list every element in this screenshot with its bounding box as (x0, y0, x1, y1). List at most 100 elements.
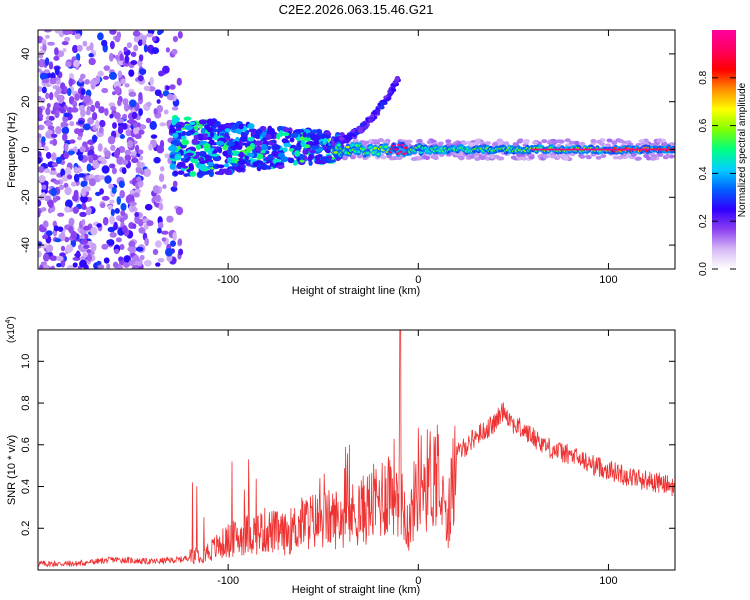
heatmap-cell (43, 168, 51, 174)
heatmap-cell (146, 220, 154, 227)
heatmap-cell (96, 223, 102, 228)
heatmap-cell (80, 108, 86, 118)
heatmap-cell (265, 133, 272, 140)
heatmap-cell (38, 117, 43, 122)
heatmap-cell (210, 153, 220, 157)
heatmap-cell (410, 157, 417, 161)
heatmap-cell (606, 138, 613, 143)
heatmap-cell (104, 175, 112, 184)
heatmap-cell (86, 248, 92, 254)
heatmap-cell (73, 189, 79, 198)
heatmap-cell (123, 46, 128, 53)
heatmap-cell (45, 244, 54, 253)
heatmap-cell (195, 144, 202, 150)
heatmap-cell (498, 156, 505, 161)
heatmap-cell (149, 76, 154, 86)
heatmap-cell (345, 145, 350, 149)
heatmap-cell (77, 136, 82, 141)
heatmap-cell (145, 101, 152, 107)
heatmap-cell (131, 264, 139, 269)
heatmap-cell (384, 145, 388, 149)
heatmap-cell (181, 138, 190, 146)
heatmap-cell (95, 119, 100, 129)
heatmap-cell (42, 78, 50, 84)
heatmap-cell (75, 250, 81, 259)
colorbar-tick-label: 0.4 (698, 166, 709, 180)
heatmap-cell (312, 142, 318, 146)
heatmap-cell (53, 179, 61, 185)
heatmap-cell (323, 137, 328, 143)
heatmap-cell (73, 128, 81, 135)
y-tick-label: -40 (20, 237, 32, 253)
heatmap-cell (267, 125, 273, 133)
heatmap-cell (126, 42, 133, 49)
heatmap-cell (77, 173, 86, 178)
heatmap-cell (165, 47, 171, 53)
heatmap-cell (361, 148, 366, 151)
heatmap-cell (469, 142, 476, 147)
multiplier-exponent: 4 (5, 320, 12, 324)
y-tick-label: 0.6 (20, 437, 32, 452)
heatmap-cell (95, 191, 101, 197)
heatmap-cell (162, 184, 167, 189)
heatmap-cell (55, 156, 62, 165)
heatmap-cell (424, 156, 431, 160)
heatmap-cell (200, 127, 206, 135)
heatmap-cell (178, 248, 184, 256)
heatmap-cell (216, 164, 225, 169)
heatmap-cell (81, 219, 86, 226)
heatmap-cell (99, 119, 106, 128)
heatmap-cell (53, 225, 60, 232)
heatmap-cell (89, 42, 94, 51)
heatmap-cell (50, 109, 56, 115)
heatmap-cell (376, 152, 381, 156)
heatmap-cell (49, 266, 56, 269)
heatmap-cell (612, 155, 619, 160)
heatmap-cell (166, 215, 174, 223)
heatmap-cell (70, 107, 79, 113)
heatmap-cell (183, 116, 192, 121)
heatmap-cell (546, 140, 553, 145)
heatmap-cell (43, 264, 49, 269)
heatmap-cell (177, 170, 185, 175)
heatmap-cell (107, 204, 114, 211)
heatmap-cell (157, 257, 165, 263)
heatmap-cell (573, 140, 580, 145)
heatmap-cell (289, 137, 295, 143)
y-tick-label: 40 (20, 48, 32, 60)
heatmap-cell (38, 95, 42, 101)
heatmap-cell (255, 160, 264, 165)
heatmap-cell (204, 124, 211, 130)
heatmap-cell (109, 232, 117, 238)
heatmap-cell (339, 136, 344, 141)
heatmap-cell (46, 103, 51, 109)
heatmap-cell (189, 171, 197, 177)
colorbar-tick-label: 0.0 (698, 262, 709, 276)
x-tick-label: 100 (599, 274, 617, 286)
bottom-y-axis-label: SNR (10 * v/v) (6, 435, 18, 505)
heatmap-cell (40, 207, 47, 212)
heatmap-cell (630, 152, 637, 157)
heatmap-cell (336, 143, 341, 147)
heatmap-cell (174, 154, 182, 161)
heatmap-cell (72, 206, 80, 214)
heatmap-cell (124, 83, 130, 88)
heatmap-cell (512, 142, 519, 147)
heatmap-cell (45, 120, 53, 127)
heatmap-cell (198, 163, 207, 171)
heatmap-cell (38, 106, 43, 116)
heatmap-cell (664, 153, 671, 158)
heatmap-cell (55, 79, 61, 85)
heatmap-cell (260, 150, 266, 154)
heatmap-cell (656, 139, 663, 144)
heatmap-cell (90, 226, 98, 236)
heatmap-cell (154, 240, 162, 248)
heatmap-cell (92, 134, 98, 143)
heatmap-cell (101, 87, 109, 94)
heatmap-cell (49, 140, 54, 145)
heatmap-cell (86, 206, 92, 216)
x-tick-label: 0 (415, 575, 421, 587)
heatmap-cell (80, 239, 88, 245)
heatmap-cell (247, 123, 255, 130)
y-tick-label: 20 (20, 96, 32, 108)
